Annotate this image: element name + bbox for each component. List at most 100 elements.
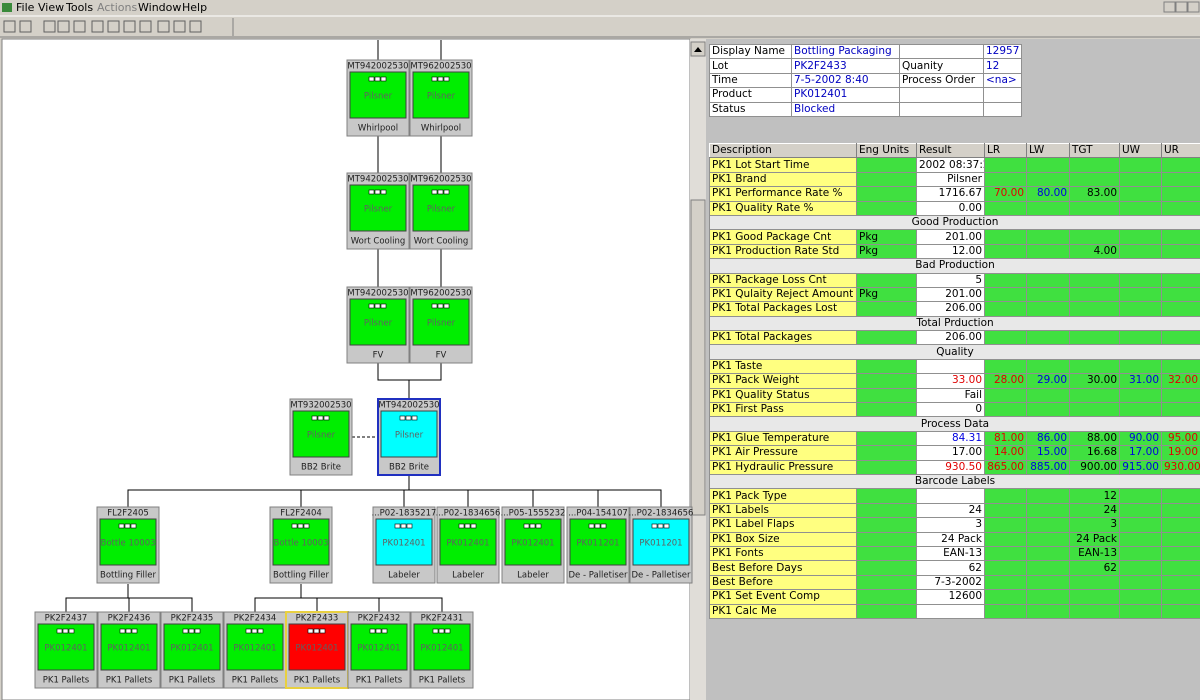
equipment-node[interactable]: PK2F2434 PK012401 PK1 Pallets: [223, 611, 287, 689]
equipment-node[interactable]: FL2F2405 Bottle 10003 Bottling Filler: [96, 506, 160, 584]
toolbar-button[interactable]: [157, 20, 170, 33]
equipment-node[interactable]: MT962002530 Pilsner Whirlpool: [409, 59, 473, 137]
menu-item[interactable]: View: [38, 1, 64, 14]
close-button[interactable]: [1187, 1, 1200, 13]
value: [1026, 488, 1070, 504]
toolbar-button[interactable]: [107, 20, 120, 33]
data-row: PK1 Hydraulic Pressure 930.50 865.00 885.00…: [709, 459, 1200, 475]
value: [1026, 286, 1070, 303]
equipment-node[interactable]: PK2F2437 PK012401 PK1 Pallets: [34, 611, 98, 689]
value: [856, 272, 917, 288]
value: [984, 502, 1027, 519]
toolbar-button[interactable]: [139, 20, 152, 33]
value: [1161, 229, 1200, 245]
scroll-thumb[interactable]: [690, 199, 706, 516]
equipment-node[interactable]: ...P04-154107 PK011201 De - Palletiser: [566, 506, 630, 584]
description: PK1 Label Flaps: [709, 517, 857, 533]
value: 30.00: [1069, 373, 1120, 389]
node-id: PK2F2432: [358, 614, 401, 624]
minimize-button[interactable]: [1163, 1, 1176, 13]
result: 0: [916, 402, 985, 418]
value: [856, 358, 917, 375]
equipment-node[interactable]: MT942002530 Pilsner FV: [346, 286, 410, 364]
equipment-node[interactable]: ...P02-1834656 PK012401 Labeler: [436, 506, 501, 584]
node-product: Bottle 10003: [100, 539, 155, 549]
value: [1119, 589, 1162, 605]
menu-item[interactable]: File: [16, 1, 35, 14]
value: [1161, 545, 1200, 562]
node-product: PK012401: [382, 539, 425, 549]
description: PK1 Total Packages: [709, 330, 857, 346]
menu-item[interactable]: Tools: [65, 1, 93, 14]
node-id: MT962002530: [410, 62, 471, 72]
equipment-node[interactable]: PK2F2432 PK012401 PK1 Pallets: [347, 611, 411, 689]
node-icon: [594, 523, 601, 529]
equipment-node[interactable]: MT942002530 Pilsner BB2 Brite: [377, 398, 441, 476]
description: Best Before: [709, 574, 857, 591]
equipment-node[interactable]: ...P05-1555232 PK012401 Labeler: [501, 506, 566, 584]
value: 16.68: [1069, 445, 1120, 461]
value: [1119, 330, 1162, 346]
equipment-node[interactable]: PK2F2436 PK012401 PK1 Pallets: [97, 611, 161, 689]
equipment-node[interactable]: PK2F2431 PK012401 PK1 Pallets: [410, 611, 474, 689]
value: [984, 560, 1027, 576]
equipment-node[interactable]: ...P02-1834656 PK011201 De - Palletiser: [629, 506, 694, 584]
toolbar-button[interactable]: [57, 20, 70, 33]
toolbar-button[interactable]: [19, 20, 32, 33]
value: [1161, 330, 1200, 346]
node-id: PK2F2437: [45, 614, 88, 624]
value: [1119, 272, 1162, 288]
info-value: 7-5-2002 8:40: [791, 72, 900, 89]
node-icon: [663, 523, 670, 529]
value: [984, 517, 1027, 533]
equipment-node[interactable]: ...P02-1835217 PK012401 Labeler: [372, 506, 437, 584]
node-icon: [374, 76, 381, 82]
restore-button[interactable]: [1175, 1, 1188, 13]
toolbar-button[interactable]: [173, 20, 186, 33]
equipment-node[interactable]: MT932002530 Pilsner BB2 Brite: [289, 398, 353, 476]
node-product: Pilsner: [364, 92, 393, 102]
node-icon: [657, 523, 664, 529]
data-row: PK1 Label Flaps 3 3: [709, 517, 1200, 533]
description: PK1 Quality Rate %: [709, 200, 857, 216]
node-icon: [529, 523, 536, 529]
node-icon: [368, 76, 375, 82]
equipment-node[interactable]: PK2F2435 PK012401 PK1 Pallets: [160, 611, 224, 689]
description: PK1 Production Rate Std: [709, 243, 857, 260]
menu-item[interactable]: Actions: [97, 1, 137, 14]
data-row: PK1 Lot Start Time 2002 08:37:26: [709, 157, 1200, 173]
section-title: Barcode Labels: [709, 473, 1200, 490]
node-icon: [444, 628, 451, 634]
toolbar-button[interactable]: [189, 20, 202, 33]
value: [1069, 603, 1120, 619]
node-icon: [443, 303, 450, 309]
node-icon: [374, 303, 381, 309]
toolbar-button[interactable]: [91, 20, 104, 33]
equipment-node[interactable]: FL2F2404 Bottle 10003 Bottling Filler: [269, 506, 333, 584]
toolbar-button[interactable]: [73, 20, 86, 33]
equipment-node[interactable]: MT942002530 Pilsner Wort Cooling: [346, 172, 410, 250]
data-row: PK1 Box Size 24 Pack 24 Pack: [709, 531, 1200, 547]
result: [916, 358, 985, 375]
column-header: LW: [1026, 142, 1070, 159]
equipment-node[interactable]: MT942002530 Pilsner Whirlpool: [346, 59, 410, 137]
node-id: PK2F2436: [108, 614, 151, 624]
toolbar-button[interactable]: [43, 20, 56, 33]
node-id: MT962002530: [410, 289, 471, 299]
menu-item[interactable]: Help: [182, 1, 207, 14]
node-icon: [380, 76, 387, 82]
equipment-node[interactable]: MT962002530 Pilsner Wort Cooling: [409, 172, 473, 250]
value: 90.00: [1119, 430, 1162, 447]
value: 915.00: [1119, 459, 1162, 475]
node-icon: [125, 628, 132, 634]
toolbar-button[interactable]: [123, 20, 136, 33]
toolbar-button[interactable]: [3, 20, 16, 33]
equipment-node[interactable]: MT962002530 Pilsner FV: [409, 286, 473, 364]
equipment-node[interactable]: PK2F2433 PK012401 PK1 Pallets: [285, 611, 349, 689]
value: 4.00: [1069, 243, 1120, 260]
node-id: FL2F2405: [107, 509, 149, 519]
value: [1069, 387, 1120, 404]
info-value: PK2F2433: [791, 58, 900, 74]
menu-item[interactable]: Window: [138, 1, 181, 14]
value: [1161, 502, 1200, 519]
